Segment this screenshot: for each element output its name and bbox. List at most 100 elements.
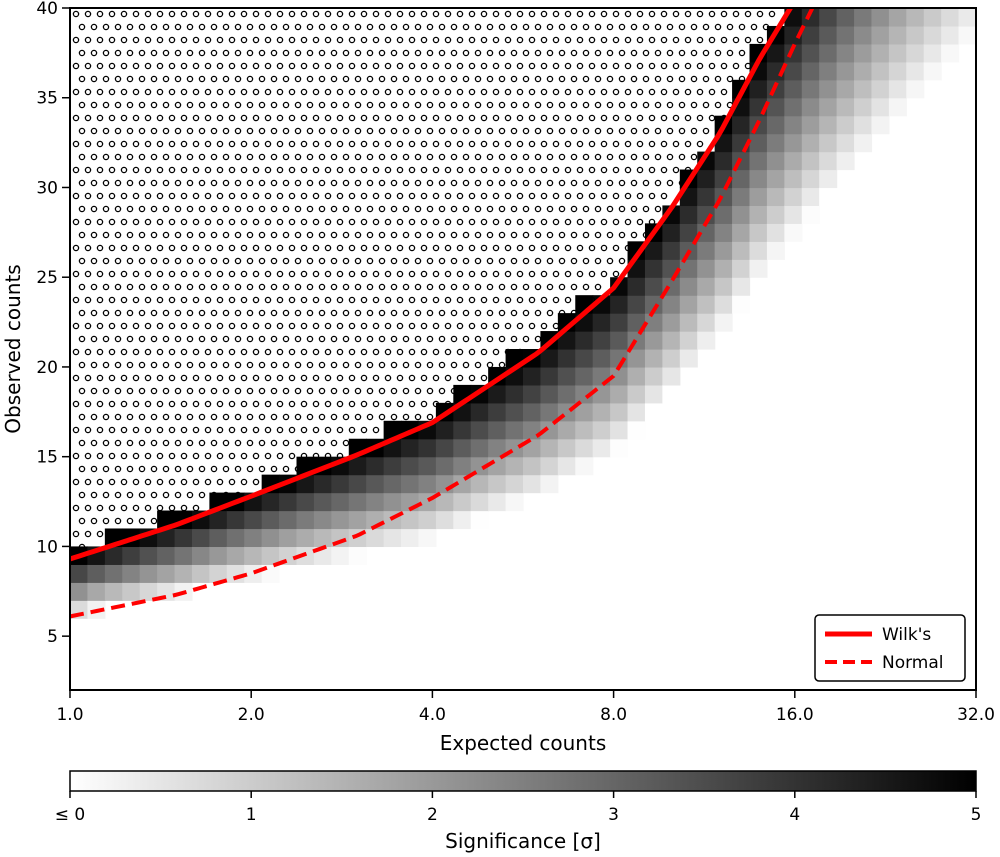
hatch-circle — [564, 270, 572, 278]
hatch-circle — [348, 296, 356, 304]
hatch-circle — [84, 114, 92, 122]
hatch-circle — [468, 374, 476, 382]
hatch-circle — [102, 283, 110, 291]
heatmap-cell — [348, 456, 367, 476]
hatch-circle — [102, 361, 110, 369]
hatch-circle — [558, 205, 566, 213]
heatmap-cell — [801, 25, 820, 45]
hatch-circle — [78, 361, 86, 369]
hatch-circle — [78, 49, 86, 57]
hatch-circle — [336, 36, 344, 44]
hatch-circle — [270, 439, 278, 447]
hatch-circle — [354, 439, 362, 447]
hatch-circle — [84, 166, 92, 174]
hatch-circle — [84, 192, 92, 200]
hatch-circle — [402, 283, 410, 291]
hatch-circle — [168, 114, 176, 122]
heatmap-cell — [732, 223, 751, 242]
hatch-circle — [636, 166, 644, 174]
hatch-circle — [720, 36, 728, 44]
heatmap-cell — [418, 474, 437, 494]
hatch-circle — [180, 400, 188, 408]
hatch-circle — [696, 88, 704, 96]
hatch-circle — [78, 153, 86, 161]
hatch-circle — [180, 296, 188, 304]
heatmap-cell — [191, 528, 210, 548]
hatch-circle — [252, 452, 260, 460]
hatch-circle — [522, 153, 530, 161]
hatch-circle — [258, 413, 266, 421]
hatch-circle — [540, 322, 548, 330]
hatch-circle — [672, 140, 680, 148]
hatch-circle — [102, 75, 110, 83]
hatch-circle — [432, 270, 440, 278]
hatch-circle — [396, 296, 404, 304]
heatmap-cell — [679, 331, 698, 350]
hatch-circle — [630, 127, 638, 135]
hatch-circle — [402, 153, 410, 161]
heatmap-cell — [331, 492, 350, 512]
hatch-circle — [240, 218, 248, 226]
hatch-circle — [654, 127, 662, 135]
hatch-circle — [534, 23, 542, 31]
hatch-circle — [204, 10, 212, 18]
hatch-circle — [438, 127, 446, 135]
hatch-circle — [492, 36, 500, 44]
hatch-circle — [426, 179, 434, 187]
heatmap-cell — [644, 295, 663, 314]
heatmap-cell — [470, 474, 489, 494]
hatch-circle — [234, 283, 242, 291]
hatch-circle — [390, 179, 398, 187]
hatch-circle — [702, 23, 710, 31]
hatch-circle — [594, 283, 602, 291]
hatch-circle — [258, 361, 266, 369]
hatch-circle — [348, 374, 356, 382]
heatmap-cell — [766, 223, 785, 242]
hatch-circle — [120, 504, 128, 512]
hatch-circle — [204, 452, 212, 460]
hatch-circle — [186, 153, 194, 161]
hatch-circle — [600, 114, 608, 122]
hatch-circle — [444, 192, 452, 200]
hatch-circle — [300, 322, 308, 330]
hatch-circle — [282, 153, 290, 161]
hatch-circle — [510, 257, 518, 265]
hatch-circle — [150, 231, 158, 239]
hatch-circle — [156, 218, 164, 226]
hatch-circle — [588, 296, 596, 304]
hatch-circle — [402, 231, 410, 239]
hatch-circle — [456, 296, 464, 304]
hatch-circle — [462, 153, 470, 161]
hatch-circle — [444, 374, 452, 382]
heatmap-cell — [714, 151, 733, 171]
heatmap-cell — [854, 43, 873, 63]
hatch-circle — [378, 23, 386, 31]
hatch-circle — [246, 231, 254, 239]
hatch-circle — [546, 75, 554, 83]
hatch-circle — [228, 140, 236, 148]
heatmap-cell — [453, 510, 472, 530]
hatch-circle — [108, 166, 116, 174]
hatch-circle — [216, 400, 224, 408]
hatch-circle — [372, 36, 380, 44]
hatch-circle — [366, 335, 374, 343]
hatch-circle — [162, 413, 170, 421]
hatch-circle — [318, 127, 326, 135]
hatch-circle — [372, 270, 380, 278]
hatch-circle — [480, 374, 488, 382]
hatch-circle — [156, 140, 164, 148]
hatch-circle — [594, 75, 602, 83]
hatch-circle — [186, 75, 194, 83]
hatch-circle — [606, 127, 614, 135]
hatch-circle — [636, 36, 644, 44]
legend: Wilk's Normal — [814, 614, 966, 682]
hatch-circle — [246, 309, 254, 317]
hatch-circle — [222, 413, 230, 421]
hatch-circle — [168, 426, 176, 434]
heatmap-cell — [366, 474, 385, 494]
hatch-circle — [228, 374, 236, 382]
heatmap-cell — [819, 133, 838, 153]
hatch-circle — [750, 23, 758, 31]
hatch-circle — [210, 101, 218, 109]
hatch-circle — [198, 309, 206, 317]
